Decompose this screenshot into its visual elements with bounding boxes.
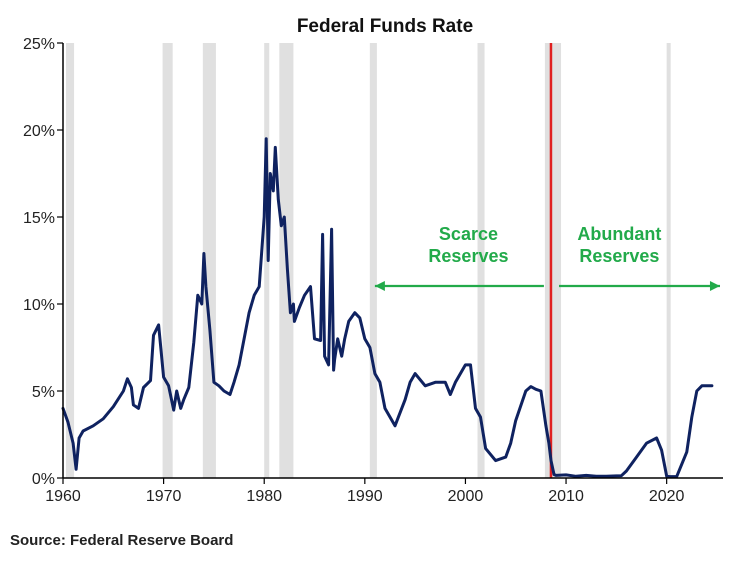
series-layer	[61, 137, 714, 479]
x-tick-label: 1990	[347, 488, 383, 505]
annotation-text-1-1: Reserves	[579, 246, 659, 266]
recession-band	[544, 43, 562, 478]
chart-title: Federal Funds Rate	[297, 16, 473, 37]
annotation-text-1-0: Abundant	[577, 224, 661, 244]
recession-band	[369, 43, 377, 478]
recession-band	[666, 43, 671, 478]
recession-band	[162, 43, 173, 478]
recession-band	[66, 43, 75, 478]
annotation-text-0-1: Reserves	[428, 246, 508, 266]
x-tick-label: 1970	[146, 488, 182, 505]
y-tick-label: 10%	[23, 297, 55, 314]
axes: 0% 5% 10% 15% 20% 25% 1960 1970 1980 1990 2000 2010…	[23, 36, 723, 505]
annotation-arrow-head	[374, 280, 385, 291]
x-tick-label: 2020	[649, 488, 685, 505]
x-tick-label: 1960	[45, 488, 81, 505]
y-tick-label: 0%	[32, 471, 55, 488]
y-tick-label: 15%	[23, 210, 55, 227]
recession-band	[477, 43, 485, 478]
source-note: Source: Federal Reserve Board	[10, 532, 233, 549]
y-tick-label: 5%	[32, 384, 55, 401]
annotation-text-0-0: Scarce	[439, 224, 498, 244]
x-tick-label: 2010	[548, 488, 584, 505]
y-tick-label: 20%	[23, 123, 55, 140]
annotation-arrow-head	[709, 280, 720, 291]
series-line-0	[61, 137, 714, 479]
x-tick-label: 2000	[448, 488, 484, 505]
y-tick-label: 25%	[23, 36, 55, 53]
x-tick-label: 1980	[246, 488, 282, 505]
